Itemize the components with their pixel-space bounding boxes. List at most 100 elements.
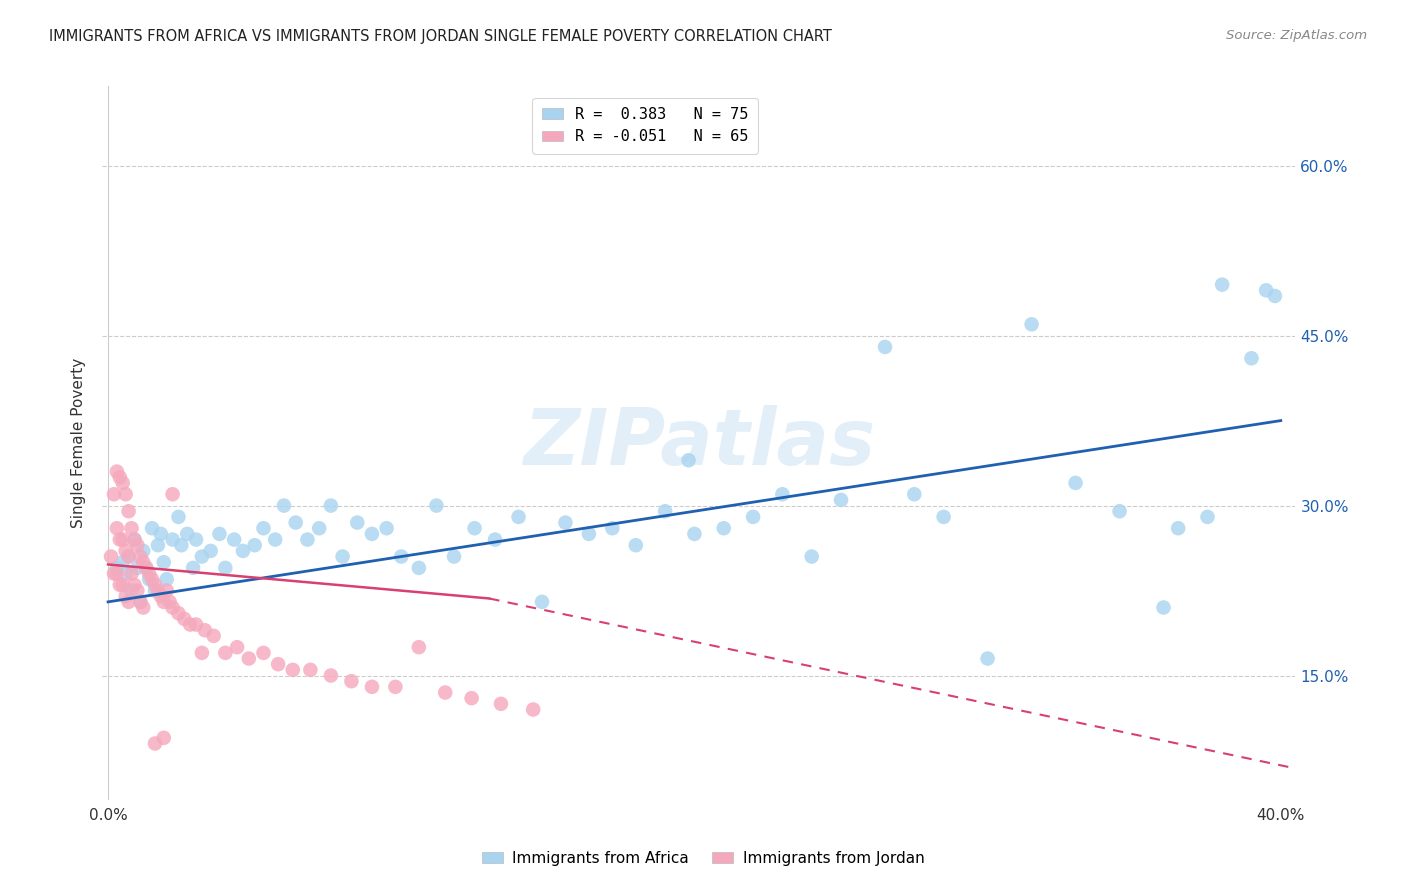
Point <box>167 509 190 524</box>
Point <box>105 566 128 581</box>
Point <box>129 595 152 609</box>
Point <box>1167 521 1189 535</box>
Point <box>332 549 354 564</box>
Point <box>602 521 624 535</box>
Point <box>678 453 700 467</box>
Point <box>162 533 184 547</box>
Point <box>100 549 122 564</box>
Point <box>273 499 295 513</box>
Point <box>654 504 676 518</box>
Point <box>346 516 368 530</box>
Point <box>105 465 128 479</box>
Point <box>214 646 236 660</box>
Point <box>121 521 143 535</box>
Point <box>114 487 136 501</box>
Point <box>578 527 600 541</box>
Point <box>800 549 823 564</box>
Text: Source: ZipAtlas.com: Source: ZipAtlas.com <box>1226 29 1367 42</box>
Point <box>152 555 174 569</box>
Point <box>361 527 384 541</box>
Point <box>121 583 143 598</box>
Point <box>135 561 157 575</box>
Point <box>127 538 149 552</box>
Point <box>152 595 174 609</box>
Point <box>297 533 319 547</box>
Point <box>264 533 287 547</box>
Point <box>319 668 342 682</box>
Point <box>1240 351 1263 366</box>
Point <box>308 521 330 535</box>
Point <box>103 566 125 581</box>
Point <box>143 583 166 598</box>
Point <box>742 509 765 524</box>
Point <box>129 549 152 564</box>
Point <box>117 504 139 518</box>
Point <box>375 521 398 535</box>
Point <box>156 583 179 598</box>
Point <box>384 680 406 694</box>
Point <box>143 578 166 592</box>
Point <box>127 583 149 598</box>
Point <box>179 617 201 632</box>
Point <box>141 572 163 586</box>
Point <box>167 606 190 620</box>
Point <box>1021 318 1043 332</box>
Point <box>184 617 207 632</box>
Point <box>127 561 149 575</box>
Point <box>508 509 530 524</box>
Point <box>903 487 925 501</box>
Point <box>340 674 363 689</box>
Point <box>184 533 207 547</box>
Point <box>1197 509 1219 524</box>
Point <box>252 646 274 660</box>
Point <box>624 538 647 552</box>
Point <box>181 561 204 575</box>
Point <box>143 737 166 751</box>
Point <box>226 640 249 655</box>
Point <box>124 533 146 547</box>
Point <box>156 572 179 586</box>
Point <box>124 533 146 547</box>
Point <box>408 561 430 575</box>
Point <box>460 691 482 706</box>
Point <box>873 340 896 354</box>
Point <box>252 521 274 535</box>
Point <box>103 487 125 501</box>
Point <box>232 544 254 558</box>
Point <box>105 521 128 535</box>
Point <box>105 561 128 575</box>
Point <box>434 685 457 699</box>
Point <box>159 595 181 609</box>
Point <box>146 583 169 598</box>
Point <box>170 538 193 552</box>
Point <box>138 566 160 581</box>
Point <box>117 549 139 564</box>
Point <box>162 487 184 501</box>
Point <box>1211 277 1233 292</box>
Point <box>425 499 447 513</box>
Point <box>299 663 322 677</box>
Point <box>267 657 290 672</box>
Point <box>162 600 184 615</box>
Point <box>111 533 134 547</box>
Point <box>111 578 134 592</box>
Point <box>408 640 430 655</box>
Point <box>132 555 155 569</box>
Legend: Immigrants from Africa, Immigrants from Jordan: Immigrants from Africa, Immigrants from … <box>474 843 932 873</box>
Point <box>114 566 136 581</box>
Point <box>281 663 304 677</box>
Point <box>132 600 155 615</box>
Point <box>1064 475 1087 490</box>
Point <box>117 549 139 564</box>
Point <box>114 544 136 558</box>
Point <box>191 549 214 564</box>
Point <box>1153 600 1175 615</box>
Point <box>208 527 231 541</box>
Point <box>530 595 553 609</box>
Point <box>194 623 217 637</box>
Point <box>224 533 246 547</box>
Point <box>932 509 955 524</box>
Point <box>152 731 174 745</box>
Point <box>770 487 793 501</box>
Legend: R =  0.383   N = 75, R = -0.051   N = 65: R = 0.383 N = 75, R = -0.051 N = 65 <box>533 97 758 153</box>
